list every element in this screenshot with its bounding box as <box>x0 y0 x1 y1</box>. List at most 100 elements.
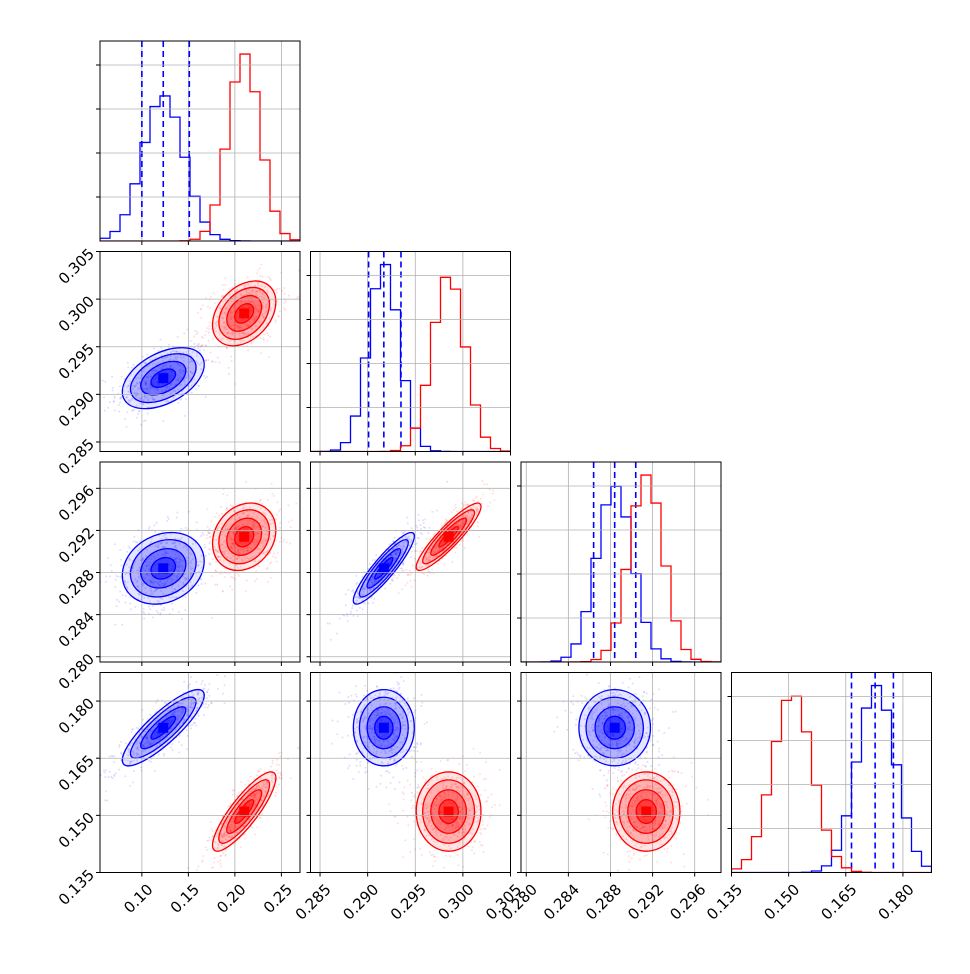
scatter-point <box>477 521 479 523</box>
scatter-point <box>199 349 201 351</box>
scatter-point <box>143 618 145 620</box>
scatter-point <box>124 775 126 777</box>
scatter-point <box>219 863 221 865</box>
scatter-point <box>133 541 135 543</box>
scatter-point <box>222 493 224 495</box>
scatter-point <box>133 536 135 538</box>
scatter-point <box>345 593 347 595</box>
scatter-point <box>270 577 272 579</box>
scatter-point <box>398 592 400 594</box>
scatter-point <box>283 287 285 289</box>
scatter-point <box>156 522 158 524</box>
scatter-point <box>356 752 358 754</box>
scatter-point <box>431 568 433 570</box>
scatter-point <box>473 748 475 750</box>
scatter-point <box>341 736 343 738</box>
scatter-point <box>228 288 230 290</box>
scatter-point <box>262 276 264 278</box>
scatter-point <box>208 325 210 327</box>
scatter-point <box>208 331 210 333</box>
scatter-point <box>152 616 154 618</box>
scatter-point <box>119 590 121 592</box>
scatter-point <box>436 510 438 512</box>
scatter-point <box>140 766 142 768</box>
scatter-point <box>232 793 234 795</box>
scatter-point <box>149 608 151 610</box>
scatter-point <box>184 596 186 598</box>
scatter-point <box>392 540 394 542</box>
scatter-point <box>148 528 150 530</box>
y-tick-label: 0.292 <box>55 524 98 567</box>
scatter-point <box>200 535 202 537</box>
scatter-point <box>284 293 286 295</box>
panel-content <box>331 654 500 893</box>
scatter-point <box>297 747 299 749</box>
scatter-point <box>161 609 163 611</box>
panel-content <box>67 242 300 457</box>
scatter-point <box>288 295 290 297</box>
scatter-point <box>194 718 196 720</box>
scatter-point <box>295 503 297 505</box>
scatter-point <box>118 410 120 412</box>
y-tick-label: 0.305 <box>55 245 98 288</box>
scatter-point <box>195 877 197 879</box>
scatter-point <box>208 328 210 330</box>
scatter-point <box>208 340 210 342</box>
scatter-point <box>190 676 192 678</box>
scatter-point <box>198 715 200 717</box>
scatter-point <box>220 506 222 508</box>
scatter-point <box>344 703 346 705</box>
scatter-point <box>400 676 402 678</box>
panel-2-1 <box>307 462 511 666</box>
scatter-point <box>347 620 349 622</box>
scatter-point <box>247 780 249 782</box>
scatter-point <box>267 499 269 501</box>
scatter-point <box>172 609 174 611</box>
scatter-point <box>222 693 224 695</box>
scatter-point <box>120 741 122 743</box>
scatter-point <box>106 800 108 802</box>
scatter-point <box>217 861 219 863</box>
scatter-point <box>482 493 484 495</box>
density-peak-series-1 <box>239 308 249 318</box>
scatter-point <box>229 586 231 588</box>
scatter-point <box>203 349 205 351</box>
scatter-point <box>278 316 280 318</box>
scatter-point <box>204 544 206 546</box>
scatter-point <box>128 545 130 547</box>
scatter-point <box>486 824 488 826</box>
scatter-point <box>272 762 274 764</box>
scatter-point <box>389 810 391 812</box>
scatter-point <box>150 761 152 763</box>
scatter-point <box>163 609 165 611</box>
scatter-point <box>337 720 339 722</box>
scatter-point <box>256 826 258 828</box>
scatter-point <box>202 859 204 861</box>
scatter-point <box>424 723 426 725</box>
scatter-point <box>410 573 412 575</box>
scatter-point <box>194 330 196 332</box>
scatter-point <box>367 762 369 764</box>
scatter-point <box>224 675 226 677</box>
scatter-point <box>427 575 429 577</box>
scatter-point <box>477 500 479 502</box>
scatter-point <box>263 333 265 335</box>
scatter-point <box>109 401 111 403</box>
scatter-point <box>487 796 489 798</box>
scatter-point <box>392 580 394 582</box>
panel-0-0 <box>96 41 300 245</box>
scatter-point <box>352 589 354 591</box>
scatter-point <box>197 312 199 314</box>
scatter-point <box>204 684 206 686</box>
scatter-point <box>489 501 491 503</box>
scatter-point <box>376 685 378 687</box>
scatter-point <box>418 519 420 521</box>
scatter-point <box>266 339 268 341</box>
scatter-point <box>375 554 377 556</box>
density-peak-series-1 <box>444 532 454 542</box>
scatter-point <box>215 361 217 363</box>
scatter-point <box>269 336 271 338</box>
scatter-point <box>418 537 420 539</box>
